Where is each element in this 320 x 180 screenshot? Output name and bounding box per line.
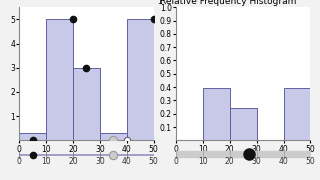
- Text: 40: 40: [122, 157, 132, 166]
- Text: 50: 50: [149, 157, 158, 166]
- Text: 30: 30: [95, 157, 105, 166]
- Text: 10: 10: [41, 157, 51, 166]
- Bar: [46, 19, 73, 140]
- Bar: [127, 19, 154, 140]
- Text: 0: 0: [173, 157, 179, 166]
- Text: Relative Frequency Histogram: Relative Frequency Histogram: [160, 0, 296, 6]
- Bar: [230, 108, 257, 140]
- Text: 40: 40: [279, 157, 288, 166]
- Text: 0: 0: [17, 157, 22, 166]
- Text: 1: 1: [157, 0, 162, 6]
- Bar: [203, 88, 230, 140]
- Text: 10: 10: [198, 157, 208, 166]
- Text: 30: 30: [252, 157, 261, 166]
- Text: 20: 20: [225, 157, 235, 166]
- Text: 20: 20: [68, 157, 78, 166]
- Bar: [100, 133, 127, 140]
- Bar: [284, 88, 310, 140]
- Text: 50: 50: [306, 157, 315, 166]
- Bar: [19, 133, 46, 140]
- Bar: [73, 68, 100, 140]
